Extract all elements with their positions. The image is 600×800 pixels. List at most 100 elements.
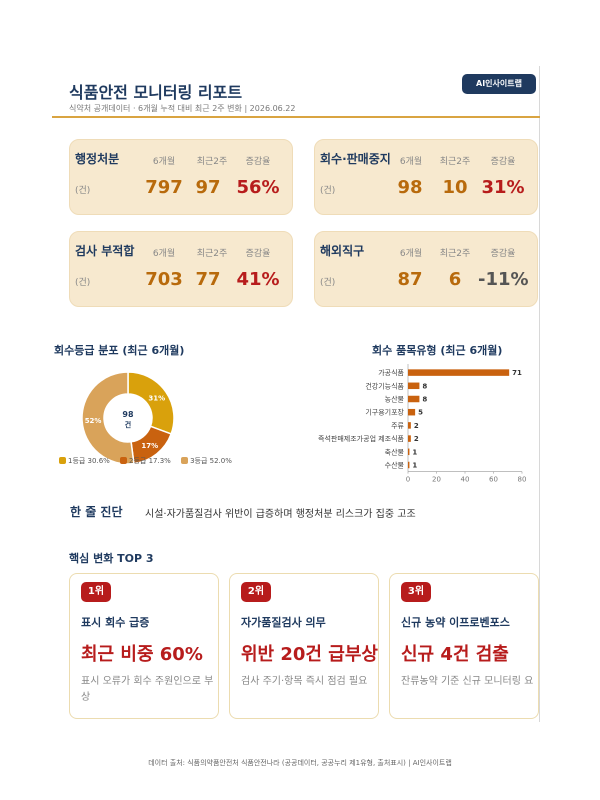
kpi-value-rate: -11%	[478, 269, 529, 290]
kpi-value-rate: 41%	[236, 269, 280, 290]
kpi-title: 행정처분	[75, 152, 120, 166]
rank-badge: 2위	[241, 582, 271, 602]
kpi-value-6m: 703	[145, 269, 183, 290]
bar	[408, 369, 510, 376]
card-description: 검사 주기·항목 즉시 점검 필요	[241, 676, 368, 687]
kpi-value-6m: 98	[397, 177, 423, 198]
page-subtitle: 식약처 공개데이터 · 6개월 누적 대비 최근 2주 변화 | 2026.06…	[69, 104, 296, 113]
bar	[408, 395, 420, 403]
x-tick-label: 20	[432, 476, 441, 484]
bar-category-label: 주류	[391, 422, 404, 430]
x-tick-label: 60	[489, 476, 498, 484]
kpi-header-2w: 최근2주	[196, 249, 228, 259]
rank-badge: 3위	[401, 582, 431, 602]
kpi-value-6m: 797	[145, 177, 183, 198]
legend-item-grade1: 1등급 30.6%	[59, 457, 110, 465]
donut-slice-label: 31%	[148, 394, 165, 402]
bar	[408, 435, 411, 442]
legend-item-grade2: 2등급 17.3%	[120, 457, 171, 465]
donut-slice-1	[127, 371, 175, 435]
brand-badge: AI인사이트랩	[462, 74, 536, 94]
bar	[408, 448, 410, 456]
bar-value-label: 8	[422, 382, 427, 390]
report: 식품안전 모니터링 리포트 식약처 공개데이터 · 6개월 누적 대비 최근 2…	[52, 66, 540, 722]
bar	[408, 422, 411, 429]
kpi-value-rate: 56%	[236, 177, 280, 198]
donut-center-unit: 건	[125, 420, 131, 429]
legend-label: 3등급 52.0%	[190, 457, 232, 465]
kpi-header-rate: 증감율	[245, 157, 271, 167]
card-headline: 신규 4건 검출	[401, 644, 509, 665]
kpi-header-2w: 최근2주	[439, 249, 471, 259]
legend-label: 1등급 30.6%	[68, 457, 110, 465]
kpi-header-6m: 6개월	[152, 249, 176, 259]
legend-swatch	[120, 457, 128, 464]
top3-card-2: 2위 자가품질검사 의무 위반 20건 급부상 검사 주기·항목 즉시 점검 필…	[229, 573, 379, 719]
x-tick-label: 40	[461, 476, 470, 484]
kpi-header-rate: 증감율	[490, 249, 516, 259]
card-headline: 최근 비중 60%	[81, 644, 203, 665]
kpi-title: 검사 부적합	[75, 244, 135, 258]
kpi-value-2w: 6	[448, 269, 462, 290]
bar-value-label: 71	[512, 369, 522, 377]
bar-category-label: 농산물	[385, 395, 405, 404]
bar-chart-title: 회수 품목유형 (최근 6개월)	[372, 344, 503, 357]
bar-category-label: 가공식품	[378, 368, 404, 377]
top3-card-1: 1위 표시 회수 급증 최근 비중 60% 표시 오류가 회수 주원인으로 부상	[69, 573, 219, 719]
donut-slice-3	[81, 371, 135, 465]
donut-center-value: 98	[122, 410, 134, 419]
kpi-value-6m: 87	[397, 269, 423, 290]
x-tick-label: 80	[518, 476, 527, 484]
bar-value-label: 8	[422, 396, 427, 404]
top3-title: 핵심 변화 TOP 3	[69, 552, 154, 565]
diagnosis-text: 시설·자가품질검사 위반이 급증하며 행정처분 리스크가 집중 고조	[145, 509, 416, 520]
bar-category-label: 축산물	[385, 447, 405, 456]
kpi-value-2w: 10	[442, 177, 468, 198]
x-tick-label: 0	[406, 476, 410, 484]
bar	[408, 382, 420, 390]
bar	[408, 461, 410, 469]
legend-swatch	[59, 457, 66, 464]
diagnosis-label: 한 줄 진단	[70, 505, 123, 519]
footer-source: 데이터 출처: 식품의약품안전처 식품안전나라 (공공데이터, 공공누리 제1유…	[148, 759, 452, 767]
kpi-unit: (건)	[320, 186, 336, 196]
kpi-header-rate: 증감율	[490, 157, 516, 167]
top3-card-3: 3위 신규 농약 이프로벤포스 신규 4건 검출 잔류농약 기준 신규 모니터링…	[389, 573, 539, 719]
kpi-header-2w: 최근2주	[196, 157, 228, 167]
kpi-card-overseas: 해외직구 6개월 최근2주 증감율 (건) 87 6 -11%	[314, 231, 538, 307]
bar-category-label: 즉석판매제조가공업 제조식품	[318, 434, 405, 443]
legend-swatch	[181, 457, 189, 464]
kpi-card-inspection: 검사 부적합 6개월 최근2주 증감율 (건) 703 77 41%	[69, 231, 293, 307]
donut-slice-label: 17%	[141, 442, 158, 450]
rank-badge: 1위	[81, 582, 111, 602]
donut-legend: 1등급 30.6% 2등급 17.3% 3등급 52.0%	[59, 456, 240, 466]
kpi-header-6m: 6개월	[152, 157, 176, 167]
kpi-header-rate: 증감율	[245, 249, 271, 259]
card-headline: 위반 20건 급부상	[241, 644, 378, 665]
card-title: 신규 농약 이프로벤포스	[401, 616, 510, 629]
card-description: 표시 오류가 회수 주원인으로 부상	[81, 676, 214, 703]
kpi-unit: (건)	[320, 278, 336, 288]
bar-category-label: 기구용기포장	[365, 408, 404, 417]
bar-value-label: 1	[412, 448, 417, 456]
kpi-card-admin: 행정처분 6개월 최근2주 증감율 (건) 797 97 56%	[69, 139, 293, 215]
report-header: 식품안전 모니터링 리포트 식약처 공개데이터 · 6개월 누적 대비 최근 2…	[52, 66, 540, 118]
donut-slice-label: 52%	[85, 417, 102, 425]
bar-value-label: 2	[414, 435, 419, 443]
card-description: 잔류농약 기준 신규 모니터링 요	[401, 676, 534, 687]
kpi-unit: (건)	[75, 278, 91, 288]
kpi-unit: (건)	[75, 186, 91, 196]
kpi-value-2w: 97	[195, 177, 221, 198]
bar-chart: 가공식품 71 건강기능식품 8 농산물 8 기구용기포장 5 주류 2 즉석판매제조가공업 제조식…	[318, 364, 527, 484]
kpi-header-6m: 6개월	[399, 157, 423, 167]
bar-value-label: 5	[418, 409, 423, 417]
bar-category-label: 건강기능식품	[365, 381, 404, 390]
page-title: 식품안전 모니터링 리포트	[69, 83, 243, 102]
kpi-value-2w: 77	[195, 269, 221, 290]
kpi-header-2w: 최근2주	[439, 157, 471, 167]
legend-label: 2등급 17.3%	[129, 457, 171, 465]
card-title: 자가품질검사 의무	[241, 616, 326, 629]
kpi-title: 해외직구	[320, 244, 365, 258]
donut-chart: 31% 17% 52% 98 건	[81, 371, 175, 465]
bar	[408, 408, 416, 416]
